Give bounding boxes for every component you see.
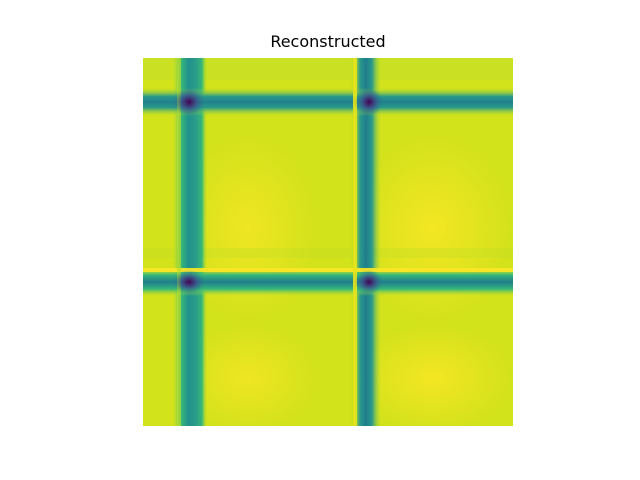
figure-title: Reconstructed	[270, 32, 386, 51]
reconstructed-image	[143, 58, 513, 426]
reconstructed-heatmap	[143, 58, 513, 426]
